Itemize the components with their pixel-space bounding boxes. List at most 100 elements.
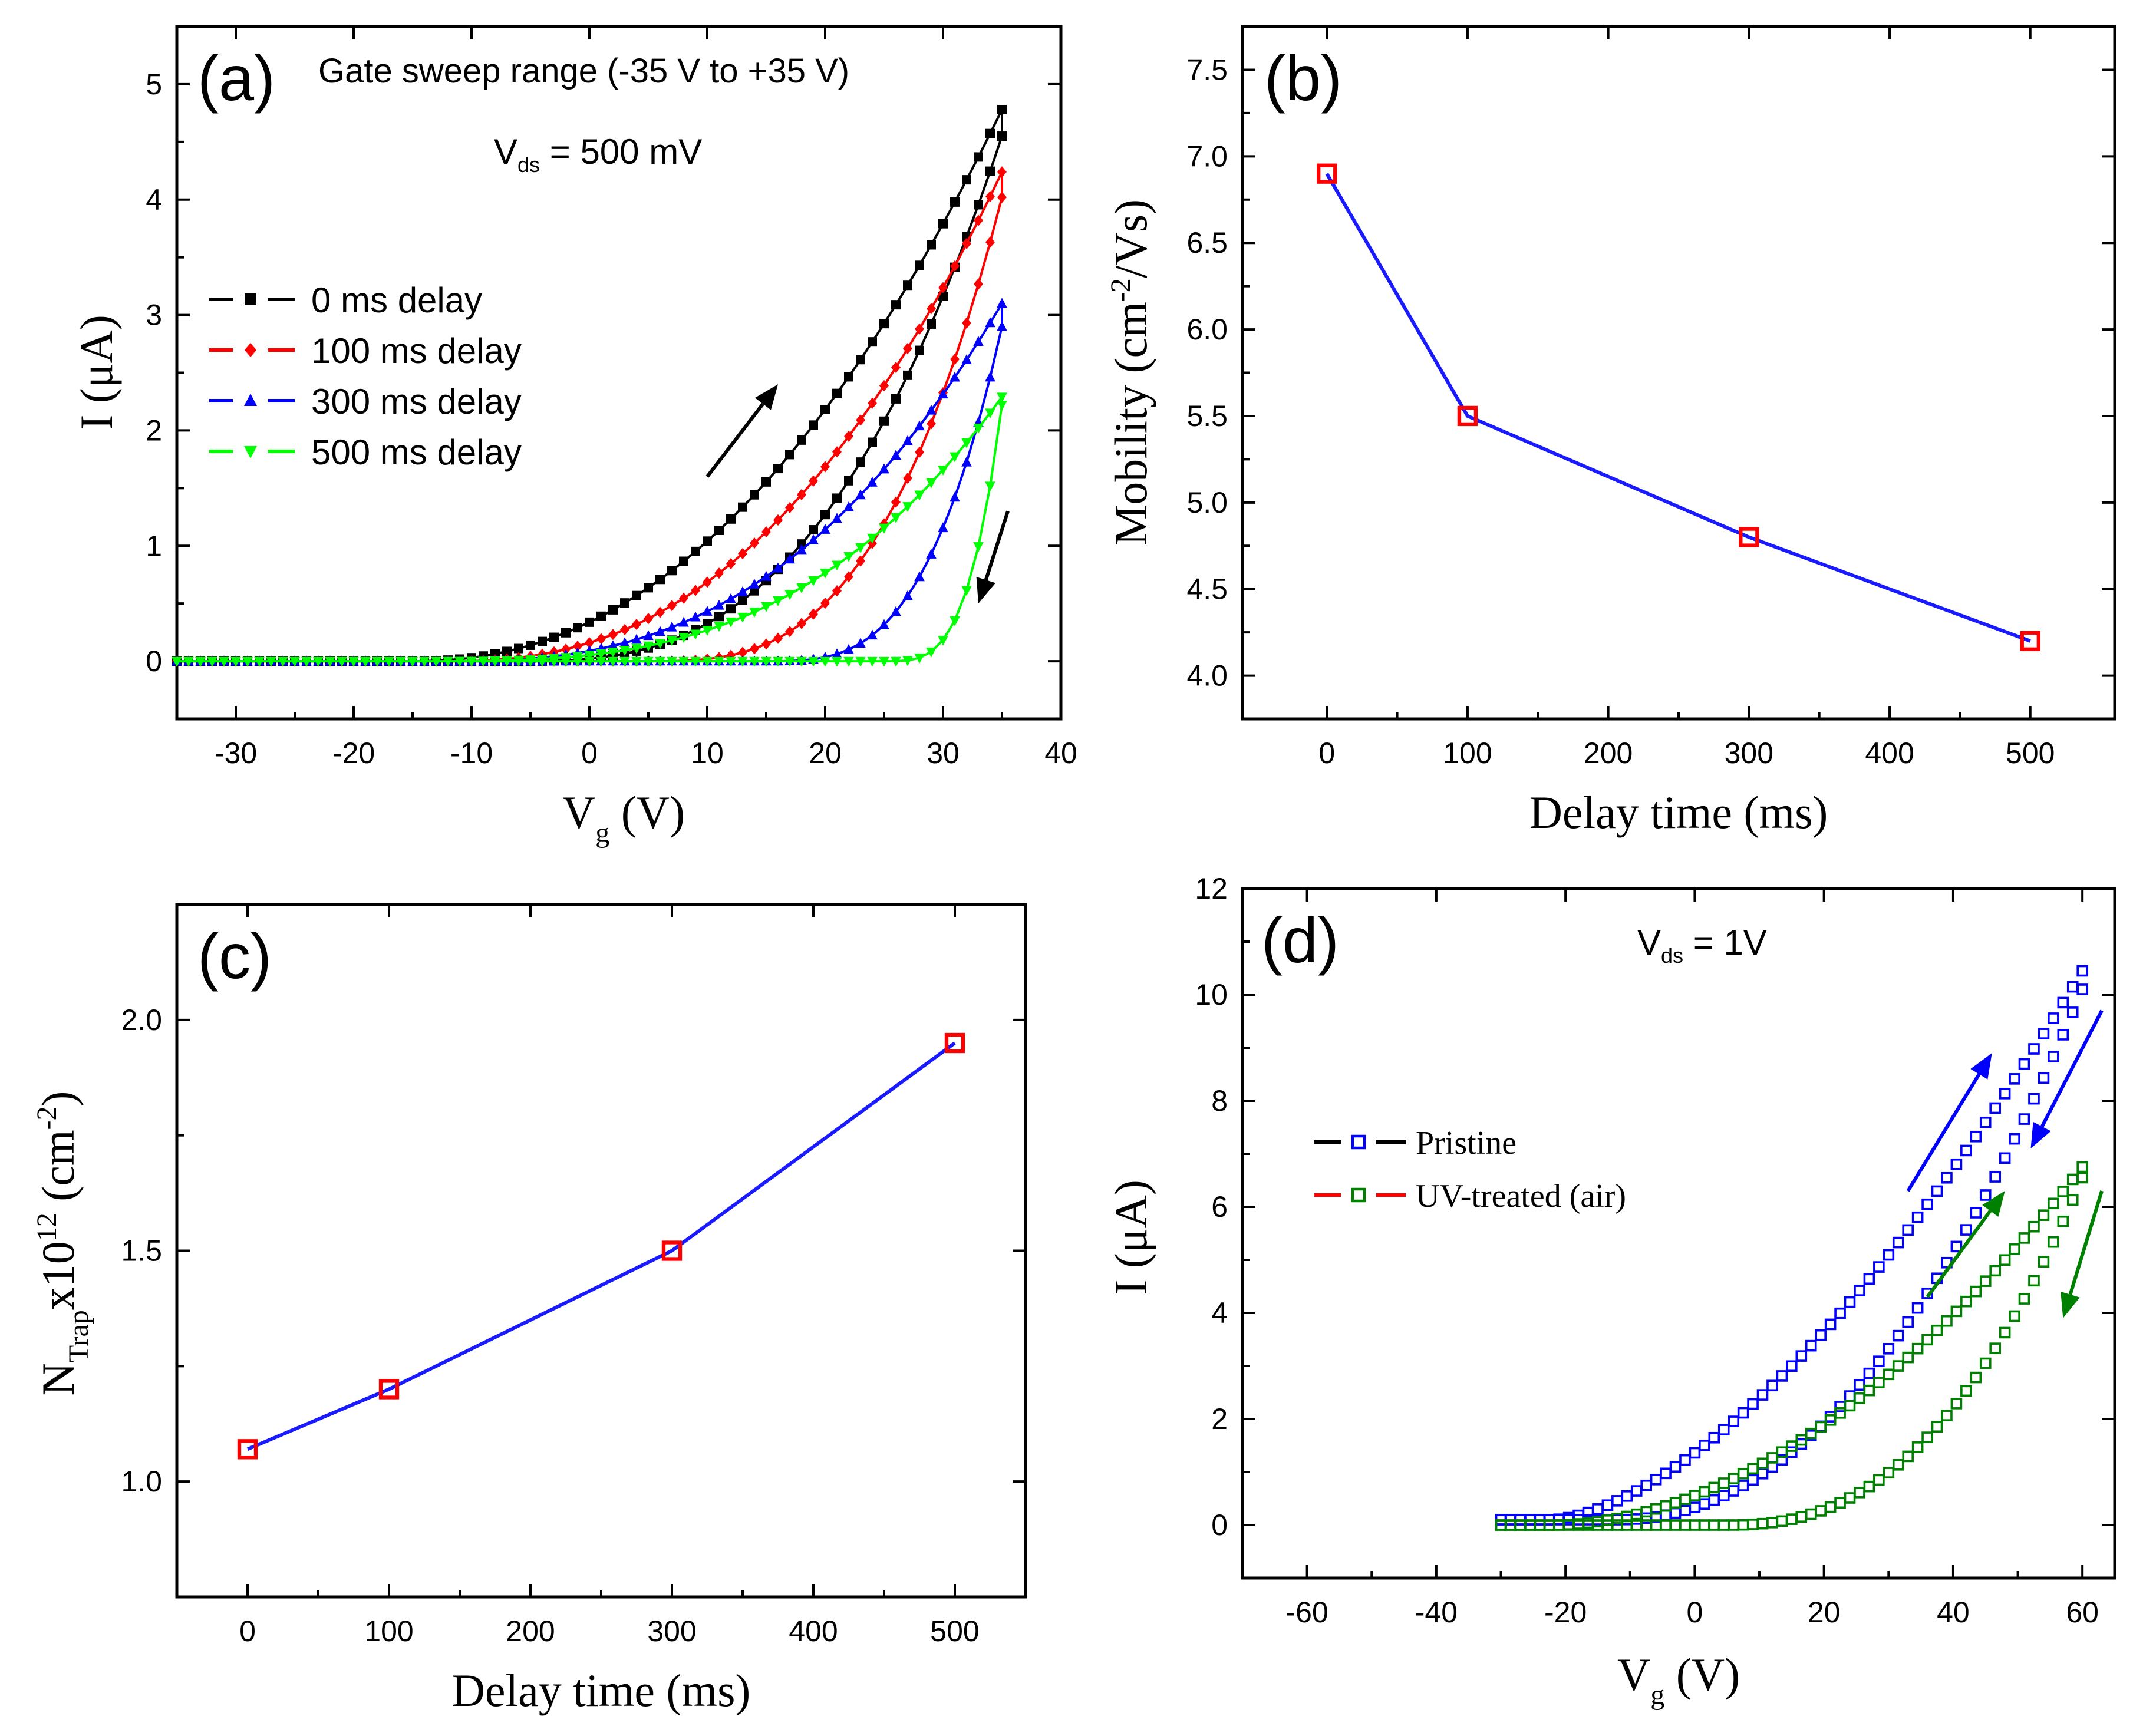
data-point xyxy=(738,502,747,512)
data-point xyxy=(1728,1473,1739,1484)
data-point xyxy=(1883,1343,1895,1355)
x-tick-label: 100 xyxy=(1443,737,1492,770)
data-point xyxy=(2018,1058,2030,1070)
data-point xyxy=(1824,1411,1837,1423)
series-line xyxy=(177,299,1003,663)
data-point xyxy=(809,475,818,487)
data-point xyxy=(974,278,983,290)
y-axis-label: I (μA) xyxy=(1105,1180,1156,1295)
vds-annotation: Vds = 500 mV xyxy=(494,132,702,177)
panel-label: (b) xyxy=(1264,42,1342,114)
data-point xyxy=(749,579,760,589)
data-point xyxy=(207,656,217,667)
data-point xyxy=(1854,1392,1865,1404)
data-point xyxy=(1728,1485,1739,1497)
x-tick-label: 60 xyxy=(2066,1596,2099,1629)
data-point xyxy=(879,463,889,474)
data-point xyxy=(419,656,430,667)
data-point xyxy=(2018,1293,2030,1305)
legend-label: 500 ms delay xyxy=(311,433,522,472)
tick-marks xyxy=(1242,887,2115,1578)
data-point xyxy=(927,240,936,250)
data-point xyxy=(608,648,618,658)
data-point xyxy=(809,608,818,620)
annotation-arrows xyxy=(1906,1009,2104,1318)
data-point xyxy=(1669,1497,1682,1509)
data-point xyxy=(219,656,229,667)
data-point xyxy=(230,656,241,667)
data-point xyxy=(1844,1400,1856,1412)
data-point xyxy=(2076,965,2088,977)
data-point xyxy=(855,489,866,500)
data-point xyxy=(1911,1441,1924,1453)
data-point xyxy=(785,450,794,460)
data-point xyxy=(183,656,194,667)
data-point xyxy=(891,496,901,508)
data-point xyxy=(2009,1243,2020,1255)
data-point xyxy=(1747,1519,1759,1530)
data-point xyxy=(1621,1490,1633,1502)
data-point xyxy=(1776,1515,1788,1527)
data-point xyxy=(1351,1134,1366,1150)
data-point xyxy=(596,656,606,667)
data-point xyxy=(1689,1519,1701,1531)
x-tick-label: 0 xyxy=(581,737,598,770)
data-point xyxy=(490,656,500,667)
data-point xyxy=(950,197,960,207)
x-tick-label: 0 xyxy=(1687,1596,1703,1629)
data-point xyxy=(737,656,748,667)
data-point xyxy=(1786,1446,1798,1458)
data-point xyxy=(1737,1519,1749,1531)
data-point xyxy=(974,152,983,162)
data-point xyxy=(703,576,712,588)
data-point xyxy=(242,656,253,667)
data-point xyxy=(2057,996,2069,1009)
data-point xyxy=(891,394,901,404)
data-point xyxy=(962,237,971,249)
data-point xyxy=(784,590,795,600)
data-point xyxy=(938,388,948,399)
data-point xyxy=(2028,1275,2040,1287)
x-tick-label: -60 xyxy=(1285,1596,1328,1629)
data-point xyxy=(1950,1158,1963,1170)
data-point xyxy=(997,321,1007,331)
data-point xyxy=(266,656,276,667)
data-point xyxy=(1883,1368,1895,1381)
data-point xyxy=(844,476,853,486)
data-point xyxy=(1650,1474,1662,1486)
data-point xyxy=(631,656,642,667)
data-point xyxy=(1795,1511,1808,1523)
annotation-arrows xyxy=(705,384,1010,604)
data-point xyxy=(914,654,925,664)
data-point xyxy=(961,456,972,467)
data-point xyxy=(2057,1215,2069,1227)
data-point xyxy=(1941,1315,1953,1327)
data-point xyxy=(820,461,830,473)
data-series xyxy=(1495,965,2088,1531)
panel-label: (a) xyxy=(197,42,275,114)
data-point xyxy=(1844,1492,1856,1504)
data-point xyxy=(1902,1224,1914,1236)
data-point xyxy=(820,524,830,534)
data-point xyxy=(855,543,866,553)
data-point xyxy=(961,586,972,596)
x-tick-label: 0 xyxy=(1318,737,1335,770)
data-point xyxy=(1699,1486,1710,1498)
data-point xyxy=(1669,1461,1682,1473)
data-point xyxy=(1630,1519,1643,1531)
data-point xyxy=(2076,1171,2088,1184)
data-point xyxy=(820,510,830,520)
data-point xyxy=(1970,1371,1982,1384)
data-point xyxy=(962,317,971,329)
data-point xyxy=(820,569,830,579)
data-point xyxy=(525,656,536,667)
data-point xyxy=(244,446,257,458)
data-point xyxy=(985,408,995,419)
x-tick-label: 500 xyxy=(930,1615,979,1648)
x-tick-label: -20 xyxy=(332,737,375,770)
data-point xyxy=(1902,1450,1914,1463)
data-point xyxy=(1815,1421,1827,1433)
data-point xyxy=(1834,1497,1846,1509)
data-point xyxy=(902,435,913,445)
data-point xyxy=(254,656,265,667)
